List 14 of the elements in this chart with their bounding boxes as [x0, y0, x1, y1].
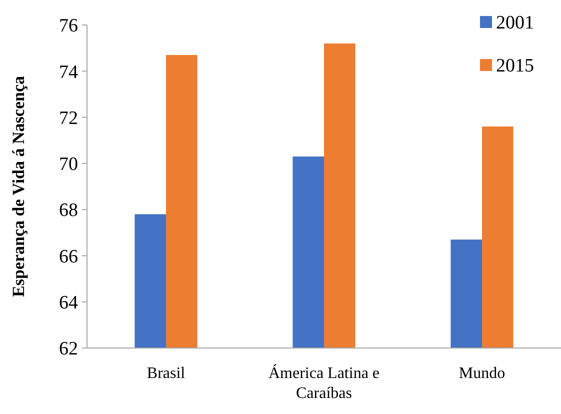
- y-tick-label: 72: [59, 108, 78, 129]
- y-tick-label: 66: [59, 246, 78, 268]
- legend-label: 2015: [496, 56, 534, 77]
- y-tick-label: 76: [59, 16, 78, 37]
- y-tick-label: 62: [59, 338, 78, 360]
- x-tick-label: Ámerica Latina e Caraíbas: [268, 364, 380, 402]
- y-tick-label: 74: [59, 62, 78, 83]
- x-tick-label: Mundo: [458, 365, 506, 382]
- y-axis-title: Esperança de Vida á Nascença: [9, 76, 28, 297]
- y-tick-label: 68: [59, 200, 78, 222]
- y-tick-label: 70: [59, 154, 78, 176]
- legend-label: 2001: [496, 12, 534, 34]
- x-tick-label: Brasil: [146, 365, 186, 382]
- y-tick-label: 64: [59, 292, 78, 314]
